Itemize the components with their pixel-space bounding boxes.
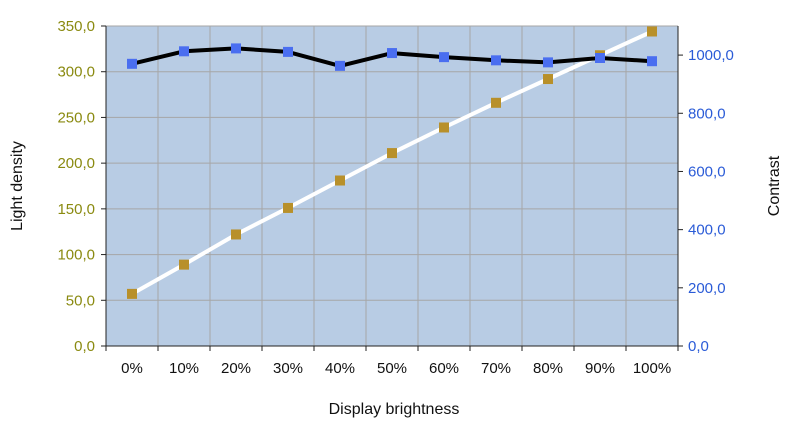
x-tick-label: 80% — [533, 360, 563, 377]
series-2-point — [439, 52, 449, 63]
left-tick-labels: 0,0 50,0 100,0 150,0 200,0 250,0 300,0 350,0 — [57, 18, 106, 355]
y-right-axis-title: Contrast — [766, 155, 783, 216]
left-tick-label: 50,0 — [66, 292, 95, 309]
right-tick-label: 0,0 — [688, 338, 709, 355]
plot-area — [106, 26, 678, 346]
series-1-point — [127, 288, 137, 299]
series-1-point — [335, 175, 345, 186]
x-tick-label: 30% — [273, 360, 303, 377]
series-1-point — [647, 26, 657, 37]
x-axis-title: Display brightness — [329, 401, 460, 418]
series-2-point — [335, 60, 345, 71]
series-1-point — [543, 74, 553, 85]
series-1-point — [283, 202, 293, 213]
x-tick-label: 40% — [325, 360, 355, 377]
series-2-point — [179, 46, 189, 57]
series-2-point — [595, 53, 605, 63]
left-tick-label: 150,0 — [57, 201, 95, 218]
series-2-point — [127, 58, 137, 69]
left-tick-label: 300,0 — [57, 64, 95, 81]
series-1-point — [439, 122, 449, 133]
x-tick-label: 70% — [481, 360, 511, 377]
right-tick-label: 200,0 — [688, 280, 726, 297]
right-tick-label: 600,0 — [688, 163, 726, 180]
series-2-point — [491, 55, 501, 66]
axes — [105, 26, 679, 347]
series-2-point — [283, 46, 293, 57]
x-tick-label: 50% — [377, 360, 407, 377]
right-tick-label: 400,0 — [688, 222, 726, 239]
x-tick-labels: 0% 10% 20% 30% 40% 50% 60% 70% 80% 90% 100% — [105, 346, 679, 377]
series-1-point — [231, 229, 241, 240]
left-tick-label: 250,0 — [57, 109, 95, 126]
x-tick-label: 60% — [429, 360, 459, 377]
series-2-point — [387, 48, 397, 59]
left-tick-label: 350,0 — [57, 18, 95, 35]
x-tick-label: 10% — [169, 360, 199, 377]
y-left-axis-title: Light density — [9, 141, 26, 231]
left-tick-label: 200,0 — [57, 155, 95, 172]
x-tick-label: 0% — [121, 360, 143, 377]
x-tick-label: 100% — [633, 360, 671, 377]
series-1-point — [179, 259, 189, 270]
series-2-point — [543, 57, 553, 68]
series-1-point — [491, 97, 501, 108]
series-1-point — [387, 148, 397, 159]
right-tick-label: 1000,0 — [688, 47, 734, 64]
series-2-point — [647, 56, 657, 67]
left-tick-label: 0,0 — [74, 338, 95, 355]
series-2-point — [231, 43, 241, 54]
x-tick-label: 90% — [585, 360, 615, 377]
x-tick-label: 20% — [221, 360, 251, 377]
series-markers — [127, 26, 657, 299]
right-tick-label: 800,0 — [688, 105, 726, 122]
left-tick-label: 100,0 — [57, 247, 95, 264]
right-tick-labels: 0,0 200,0 400,0 600,0 800,0 1000,0 — [678, 47, 734, 355]
